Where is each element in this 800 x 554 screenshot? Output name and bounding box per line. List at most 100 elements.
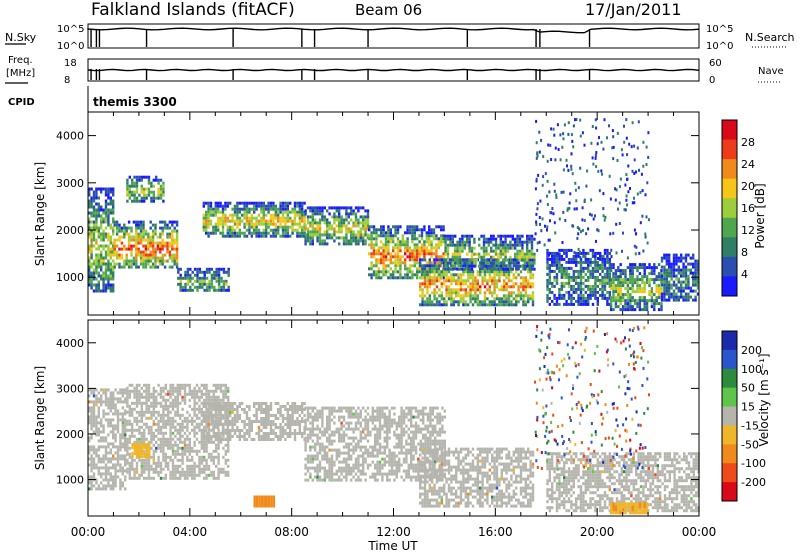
velocity-cell: [157, 458, 160, 462]
power-cell: [131, 199, 134, 203]
power-cell: [645, 302, 649, 306]
power-cell: [566, 164, 568, 168]
power-cell: [603, 293, 607, 297]
power-cell: [606, 281, 609, 285]
power-cell: [150, 196, 153, 200]
velocity-cell: [107, 421, 110, 425]
velocity-cell: [183, 383, 187, 387]
power-cell: [624, 272, 627, 276]
power-cell: [657, 263, 661, 267]
power-cell: [423, 240, 426, 244]
power-cell: [184, 285, 187, 289]
power-cell: [458, 267, 462, 271]
power-cell: [207, 234, 210, 238]
power-cell: [231, 228, 234, 232]
power-cell: [241, 201, 244, 205]
power-cell: [338, 215, 341, 219]
power-cell: [262, 219, 265, 223]
power-cell: [564, 219, 567, 222]
power-cell: [437, 243, 440, 247]
velocity-cell: [128, 440, 131, 444]
power-cell: [205, 201, 208, 205]
velocity-cell: [162, 404, 165, 408]
velocity-cell: [198, 428, 201, 432]
velocity-cell: [150, 395, 153, 399]
power-cell: [665, 259, 668, 263]
power-cell: [166, 259, 169, 263]
power-cell: [488, 258, 491, 262]
power-cell: [260, 204, 263, 208]
power-cell: [601, 172, 603, 176]
power-cell: [440, 228, 443, 232]
power-cell: [464, 294, 467, 298]
power-cell: [430, 246, 433, 250]
power-cell: [638, 272, 642, 276]
velocity-cell: [135, 398, 139, 402]
power-cell: [137, 232, 140, 236]
power-cell: [413, 246, 416, 250]
power-cell: [291, 219, 294, 223]
power-cell: [90, 235, 93, 239]
power-cell: [577, 260, 580, 264]
power-cell: [143, 187, 146, 191]
power-cell: [413, 228, 416, 232]
power-cell: [152, 193, 155, 197]
velocity-cell: [112, 403, 115, 407]
power-cell: [277, 207, 280, 211]
power-cell: [641, 189, 644, 193]
velocity-cell: [150, 455, 153, 459]
power-cell: [495, 297, 499, 301]
freq-trace: [87, 68, 700, 72]
velocity-cell: [104, 400, 108, 404]
power-cell: [555, 272, 559, 276]
power-cell: [281, 216, 285, 220]
power-cell: [135, 223, 138, 227]
power-cell: [389, 267, 392, 271]
velocity-cell: [179, 389, 182, 393]
velocity-cell: [143, 458, 146, 462]
power-cell: [132, 262, 136, 266]
velocity-cell: [128, 455, 131, 459]
power-cell: [594, 156, 597, 160]
power-cell: [435, 258, 439, 262]
velocity-cell: [174, 386, 177, 390]
power-cell: [171, 244, 174, 248]
power-cell: [488, 288, 491, 292]
velocity-cell: [195, 392, 199, 396]
power-cell: [340, 227, 343, 231]
power-cell: [554, 158, 557, 162]
velocity-cell: [179, 386, 182, 390]
power-cell: [377, 270, 380, 274]
power-cell: [584, 302, 587, 306]
power-cell: [696, 259, 700, 263]
power-cell: [226, 228, 229, 232]
power-cell: [619, 272, 622, 276]
power-cell: [389, 234, 392, 238]
velocity-cell: [181, 455, 184, 459]
power-cell: [408, 249, 412, 253]
power-cell: [126, 187, 129, 191]
power-cell: [589, 272, 592, 276]
velocity-cell: [167, 443, 170, 447]
power-cell: [504, 234, 507, 238]
power-cell: [458, 237, 462, 241]
power-cell: [154, 223, 157, 227]
power-cell: [100, 289, 103, 293]
power-cell: [423, 243, 426, 247]
velocity-cell: [126, 467, 129, 471]
power-cell: [260, 219, 263, 223]
velocity-cell: [159, 395, 163, 399]
velocity-cell: [159, 470, 163, 474]
velocity-cell: [183, 431, 187, 435]
power-cell: [318, 239, 322, 243]
velocity-cell: [162, 443, 165, 447]
power-cell: [572, 145, 575, 149]
power-cell: [202, 201, 205, 205]
power-cell: [692, 289, 695, 293]
power-cell: [272, 213, 275, 217]
power-cell: [521, 243, 524, 247]
velocity-cell: [212, 440, 215, 444]
velocity-cell: [167, 461, 170, 465]
power-cell: [657, 302, 661, 306]
power-cell: [432, 228, 436, 232]
